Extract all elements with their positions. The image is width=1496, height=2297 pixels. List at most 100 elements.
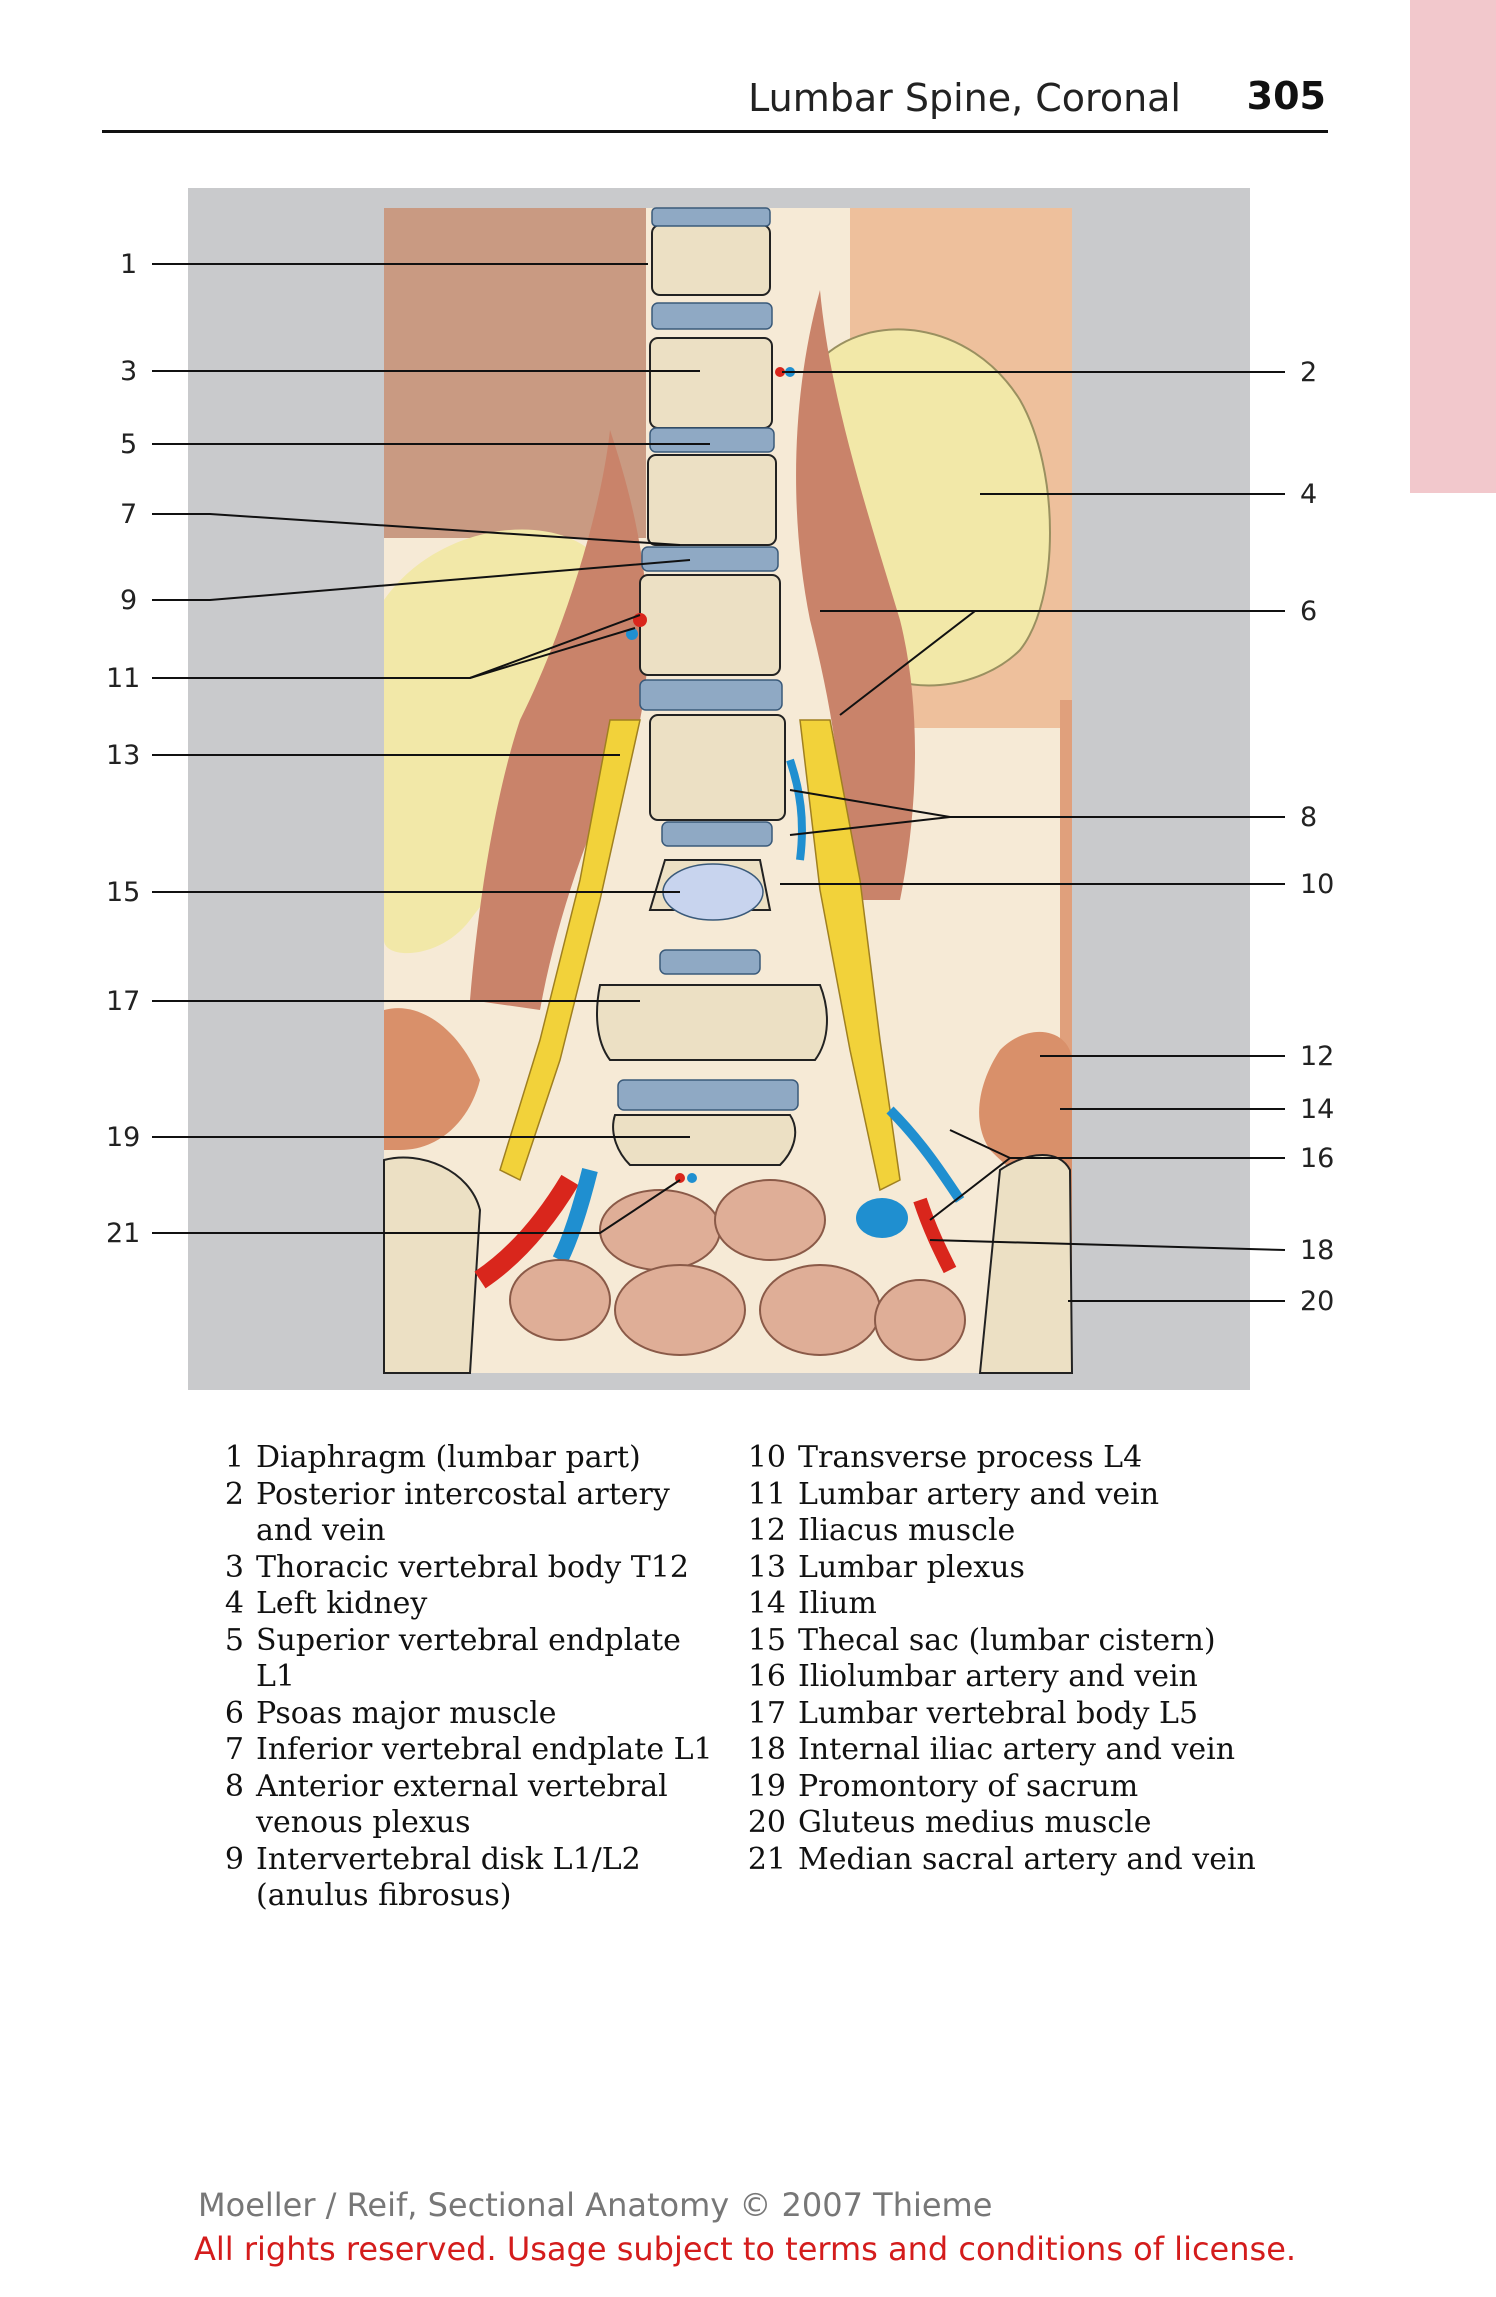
- copyright-credit: Moeller / Reif, Sectional Anatomy © 2007…: [198, 2186, 993, 2224]
- common-iliac-artery-right: [474, 1174, 579, 1289]
- vertebral-body-l3: [649, 714, 786, 821]
- psoas-major-right: [470, 430, 649, 1010]
- legend-item: 4 Left kidney: [196, 1586, 726, 1623]
- license-notice: All rights reserved. Usage subject to te…: [194, 2230, 1297, 2268]
- legend-number: 9: [224, 1841, 244, 1877]
- label-7: 7: [120, 499, 137, 530]
- legend-item: 18 Internal iliac artery and vein: [738, 1732, 1298, 1769]
- disk-l3-l4: [661, 821, 773, 847]
- legend-text: Psoas major muscle: [256, 1695, 557, 1731]
- legend-number: 5: [224, 1622, 244, 1658]
- legend-right-column: 10 Transverse process L4 11 Lumbar artery …: [738, 1440, 1298, 1878]
- posterior-intercostal-artery: [775, 367, 785, 377]
- legend-item: 12 Iliacus muscle: [738, 1513, 1298, 1550]
- psoas-major-left: [796, 290, 915, 900]
- internal-iliac-vein: [856, 1198, 908, 1238]
- legend-item: 1 Diaphragm (lumbar part): [196, 1440, 726, 1477]
- legend-item: 21 Median sacral artery and vein: [738, 1842, 1298, 1879]
- page-title: Lumbar Spine, Coronal: [748, 76, 1181, 120]
- label-3: 3: [120, 356, 137, 387]
- label-15: 15: [106, 877, 140, 908]
- median-sacral-vein: [687, 1173, 697, 1183]
- iliolumbar-vessels: [886, 1106, 965, 1203]
- disk-l2-l3: [639, 679, 783, 711]
- legend-number: 11: [747, 1476, 786, 1512]
- legend-number: 6: [224, 1695, 244, 1731]
- bowel-loop: [714, 1179, 826, 1261]
- label-5: 5: [120, 429, 137, 460]
- vertebral-body-l1: [647, 454, 777, 546]
- iliacus-muscle-left: [384, 1008, 480, 1150]
- lumbar-vein: [626, 628, 638, 640]
- disk-l5-s1: [617, 1079, 799, 1111]
- left-leader-lines: [152, 263, 710, 1234]
- label-10: 10: [1300, 869, 1334, 900]
- page-number: 305: [1246, 74, 1326, 118]
- legend-text: Ilium: [798, 1586, 877, 1621]
- legend-number: 15: [747, 1622, 786, 1658]
- legend-text: Intervertebral disk L1/L2 (anulus fibros…: [256, 1841, 641, 1914]
- page-header: Lumbar Spine, Coronal 305: [102, 74, 1328, 133]
- vertebral-body-t11: [651, 224, 771, 296]
- thoracic-vertebral-body-t12: [649, 337, 773, 429]
- legend-number: 20: [747, 1805, 786, 1840]
- ilium-right: [978, 1154, 1074, 1374]
- legend-number: 4: [224, 1586, 244, 1621]
- legend-item: 9 Intervertebral disk L1/L2 (anulus fibro…: [196, 1842, 726, 1915]
- label-16: 16: [1300, 1143, 1334, 1174]
- chapter-thumb-tab: [1410, 0, 1496, 493]
- legend-text: Gluteus medius muscle: [798, 1805, 1152, 1840]
- legend-number: 16: [747, 1659, 786, 1694]
- label-21: 21: [106, 1218, 140, 1249]
- legend-text: Anterior external vertebral venous plexu…: [256, 1768, 668, 1841]
- bowel-loop: [509, 1259, 611, 1341]
- anatomy-diagram: 1 3 5 7 9 11 13 15 17 19 21 2 4 6 8 10 1…: [106, 207, 1334, 1374]
- legend-item: 5 Superior vertebral endplate L1: [196, 1623, 726, 1696]
- internal-iliac-artery: [913, 1197, 957, 1274]
- legend-item: 13 Lumbar plexus: [738, 1550, 1298, 1587]
- legend-number: 19: [747, 1768, 786, 1804]
- intervertebral-disk-l1-l2: [641, 546, 779, 572]
- legend-text: Inferior vertebral endplate L1: [256, 1732, 713, 1767]
- superior-vertebral-endplate-l1: [649, 427, 775, 453]
- legend-number: 13: [747, 1549, 786, 1585]
- bowel-loop: [599, 1189, 721, 1271]
- legend-text: Left kidney: [256, 1586, 428, 1621]
- legend-number: 17: [747, 1695, 786, 1731]
- legend-item: 11 Lumbar artery and vein: [738, 1477, 1298, 1514]
- legend-number: 1: [224, 1440, 244, 1475]
- common-iliac-vein-right: [552, 1168, 598, 1264]
- disk-t11-t12: [651, 207, 771, 227]
- legend-text: Iliacus muscle: [798, 1513, 1016, 1548]
- lumbar-plexus-right: [499, 719, 641, 1182]
- legend-item: 16 Iliolumbar artery and vein: [738, 1659, 1298, 1696]
- legend-item: 7 Inferior vertebral endplate L1: [196, 1732, 726, 1769]
- legend-text: Thecal sac (lumbar cistern): [798, 1622, 1216, 1658]
- label-9: 9: [120, 585, 137, 616]
- legend-item: 3 Thoracic vertebral body T12: [196, 1550, 726, 1587]
- bowel-loop: [874, 1279, 966, 1361]
- legend-item: 15 Thecal sac (lumbar cistern): [738, 1623, 1298, 1660]
- legend-left-column: 1 Diaphragm (lumbar part) 2 Posterior inte…: [196, 1440, 726, 1915]
- legend-number: 21: [747, 1841, 786, 1877]
- legend-text: Posterior intercostal artery and vein: [256, 1476, 670, 1549]
- label-6: 6: [1300, 596, 1317, 627]
- legend-item: 14 Ilium: [738, 1586, 1298, 1623]
- label-4: 4: [1300, 479, 1317, 510]
- legend-number: 10: [747, 1440, 786, 1475]
- lumbar-plexus-left: [799, 719, 901, 1192]
- label-13: 13: [106, 740, 140, 771]
- sacrum-promontory: [612, 1114, 797, 1166]
- legend-text: Thoracic vertebral body T12: [256, 1549, 689, 1585]
- legend-item: 2 Posterior intercostal artery and vein: [196, 1477, 726, 1550]
- right-kidney: [384, 529, 600, 954]
- anterior-external-vertebral-venous-plexus: [786, 758, 806, 861]
- legend-text: Superior vertebral endplate L1: [256, 1622, 681, 1695]
- disk-l4-l5: [659, 949, 761, 975]
- bowel-loop: [759, 1264, 881, 1356]
- label-2: 2: [1300, 357, 1317, 388]
- legend-text: Promontory of sacrum: [798, 1768, 1139, 1804]
- label-11: 11: [106, 663, 140, 694]
- label-8: 8: [1300, 802, 1317, 833]
- label-12: 12: [1300, 1041, 1334, 1072]
